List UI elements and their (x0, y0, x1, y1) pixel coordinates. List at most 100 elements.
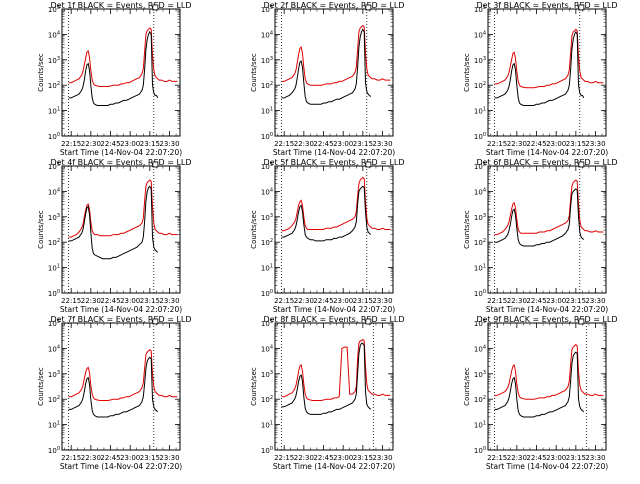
x-tick-label: 23:15 (566, 454, 586, 462)
y-tick-label: 103 (474, 56, 486, 65)
y-tick-label: 102 (474, 81, 486, 90)
x-tick-label: 23:30 (372, 454, 392, 462)
plot-frame (274, 322, 394, 451)
x-tick-label: 23:15 (353, 297, 373, 305)
y-tick-label: 100 (474, 446, 486, 455)
y-tick-label: 103 (261, 213, 273, 222)
y-tick-label: 105 (474, 319, 486, 328)
panel-9: Det 9f BLACK = Events, RED = LLD 100 101 10… (463, 315, 618, 471)
y-tick-label: 102 (474, 395, 486, 404)
x-axis-label: Start Time (14-Nov-04 22:07:20) (60, 305, 182, 314)
y-tick-label: 101 (261, 421, 273, 430)
panel-title: Det 4f BLACK = Events, RED = LLD (50, 158, 191, 167)
top-marker (578, 4, 585, 11)
panel-title: Det 6f BLACK = Events, RED = LLD (476, 158, 617, 167)
x-tick-label: 22:15 (61, 454, 81, 462)
y-tick-label: 101 (261, 107, 273, 116)
panel-7: Det 7f BLACK = Events, RED = LLD 100 101 10… (37, 315, 192, 471)
x-axis-label: Start Time (14-Nov-04 22:07:20) (60, 462, 182, 471)
x-tick-label: 22:15 (274, 297, 294, 305)
y-axis-label: Counts/sec (250, 367, 258, 406)
y-tick-label: 103 (474, 370, 486, 379)
y-tick-label: 100 (261, 132, 273, 141)
top-marker (578, 161, 585, 168)
top-marker (152, 161, 159, 168)
y-tick-label: 102 (48, 81, 60, 90)
x-tick-label: 23:00 (120, 297, 140, 305)
x-tick-label: 23:30 (159, 297, 179, 305)
x-tick-label: 22:15 (61, 140, 81, 148)
plot-frame (487, 165, 607, 294)
y-tick-label: 104 (48, 187, 60, 196)
y-tick-label: 101 (48, 107, 60, 116)
series-events-line (281, 28, 372, 105)
x-tick-label: 23:15 (353, 140, 373, 148)
x-tick-label: 22:15 (487, 297, 507, 305)
plot-frame (61, 8, 181, 137)
x-tick-label: 23:15 (353, 454, 373, 462)
panel-title: Det 8f BLACK = Events, RED = LLD (263, 315, 404, 324)
plot-frame (487, 322, 607, 451)
panel-title: Det 7f BLACK = Events, RED = LLD (50, 315, 191, 324)
x-tick-label: 22:45 (100, 140, 120, 148)
series-events-line (68, 356, 159, 418)
y-tick-label: 101 (474, 264, 486, 273)
y-tick-label: 100 (261, 289, 273, 298)
y-tick-label: 103 (474, 213, 486, 222)
x-tick-label: 23:00 (546, 297, 566, 305)
y-tick-label: 100 (474, 289, 486, 298)
x-tick-label: 23:00 (333, 297, 353, 305)
y-tick-label: 101 (474, 421, 486, 430)
x-tick-label: 23:15 (140, 297, 160, 305)
panel-title: Det 9f BLACK = Events, RED = LLD (476, 315, 617, 324)
x-axis-label: Start Time (14-Nov-04 22:07:20) (60, 148, 182, 157)
top-marker (578, 318, 585, 325)
top-marker (365, 4, 372, 11)
x-tick-label: 23:00 (546, 140, 566, 148)
x-axis-label: Start Time (14-Nov-04 22:07:20) (273, 462, 395, 471)
plot-frame (487, 8, 607, 137)
top-marker (152, 4, 159, 11)
x-tick-label: 23:30 (159, 140, 179, 148)
series-events-line (281, 185, 372, 242)
x-axis-label: Start Time (14-Nov-04 22:07:20) (486, 148, 608, 157)
x-tick-label: 22:30 (81, 140, 101, 148)
x-tick-label: 23:15 (566, 297, 586, 305)
x-tick-label: 22:45 (313, 454, 333, 462)
x-tick-label: 23:30 (372, 140, 392, 148)
x-tick-label: 22:30 (294, 140, 314, 148)
panel-1: Det 1f BLACK = Events, RED = LLD 100 101 10… (37, 1, 192, 157)
panel-6: Det 6f BLACK = Events, RED = LLD 100 101 10… (463, 158, 618, 314)
y-tick-label: 101 (48, 421, 60, 430)
x-tick-label: 22:30 (294, 297, 314, 305)
panel-5: Det 5f BLACK = Events, RED = LLD 100 101 10… (250, 158, 405, 314)
y-axis-label: Counts/sec (250, 53, 258, 92)
x-tick-label: 22:15 (487, 140, 507, 148)
x-axis-label: Start Time (14-Nov-04 22:07:20) (486, 305, 608, 314)
series-events-line (494, 30, 585, 106)
series-lld-line (494, 179, 604, 236)
y-tick-label: 104 (474, 30, 486, 39)
plot-frame (274, 165, 394, 294)
y-tick-label: 100 (48, 446, 60, 455)
y-tick-label: 104 (261, 30, 273, 39)
y-axis-label: Counts/sec (37, 210, 45, 249)
x-tick-label: 22:30 (81, 297, 101, 305)
x-tick-label: 23:00 (546, 454, 566, 462)
x-tick-label: 23:00 (120, 140, 140, 148)
y-tick-label: 102 (261, 238, 273, 247)
panel-4: Det 4f BLACK = Events, RED = LLD 100 101 10… (37, 158, 192, 314)
x-tick-label: 23:30 (159, 454, 179, 462)
plot-frame (61, 165, 181, 294)
y-tick-label: 105 (261, 319, 273, 328)
series-lld-line (494, 28, 604, 89)
y-tick-label: 105 (48, 162, 60, 171)
x-tick-label: 22:45 (100, 454, 120, 462)
y-tick-label: 103 (261, 56, 273, 65)
y-tick-label: 102 (261, 81, 273, 90)
series-lld-line (281, 338, 391, 401)
y-tick-label: 103 (48, 213, 60, 222)
x-tick-label: 22:30 (294, 454, 314, 462)
y-tick-label: 101 (48, 264, 60, 273)
